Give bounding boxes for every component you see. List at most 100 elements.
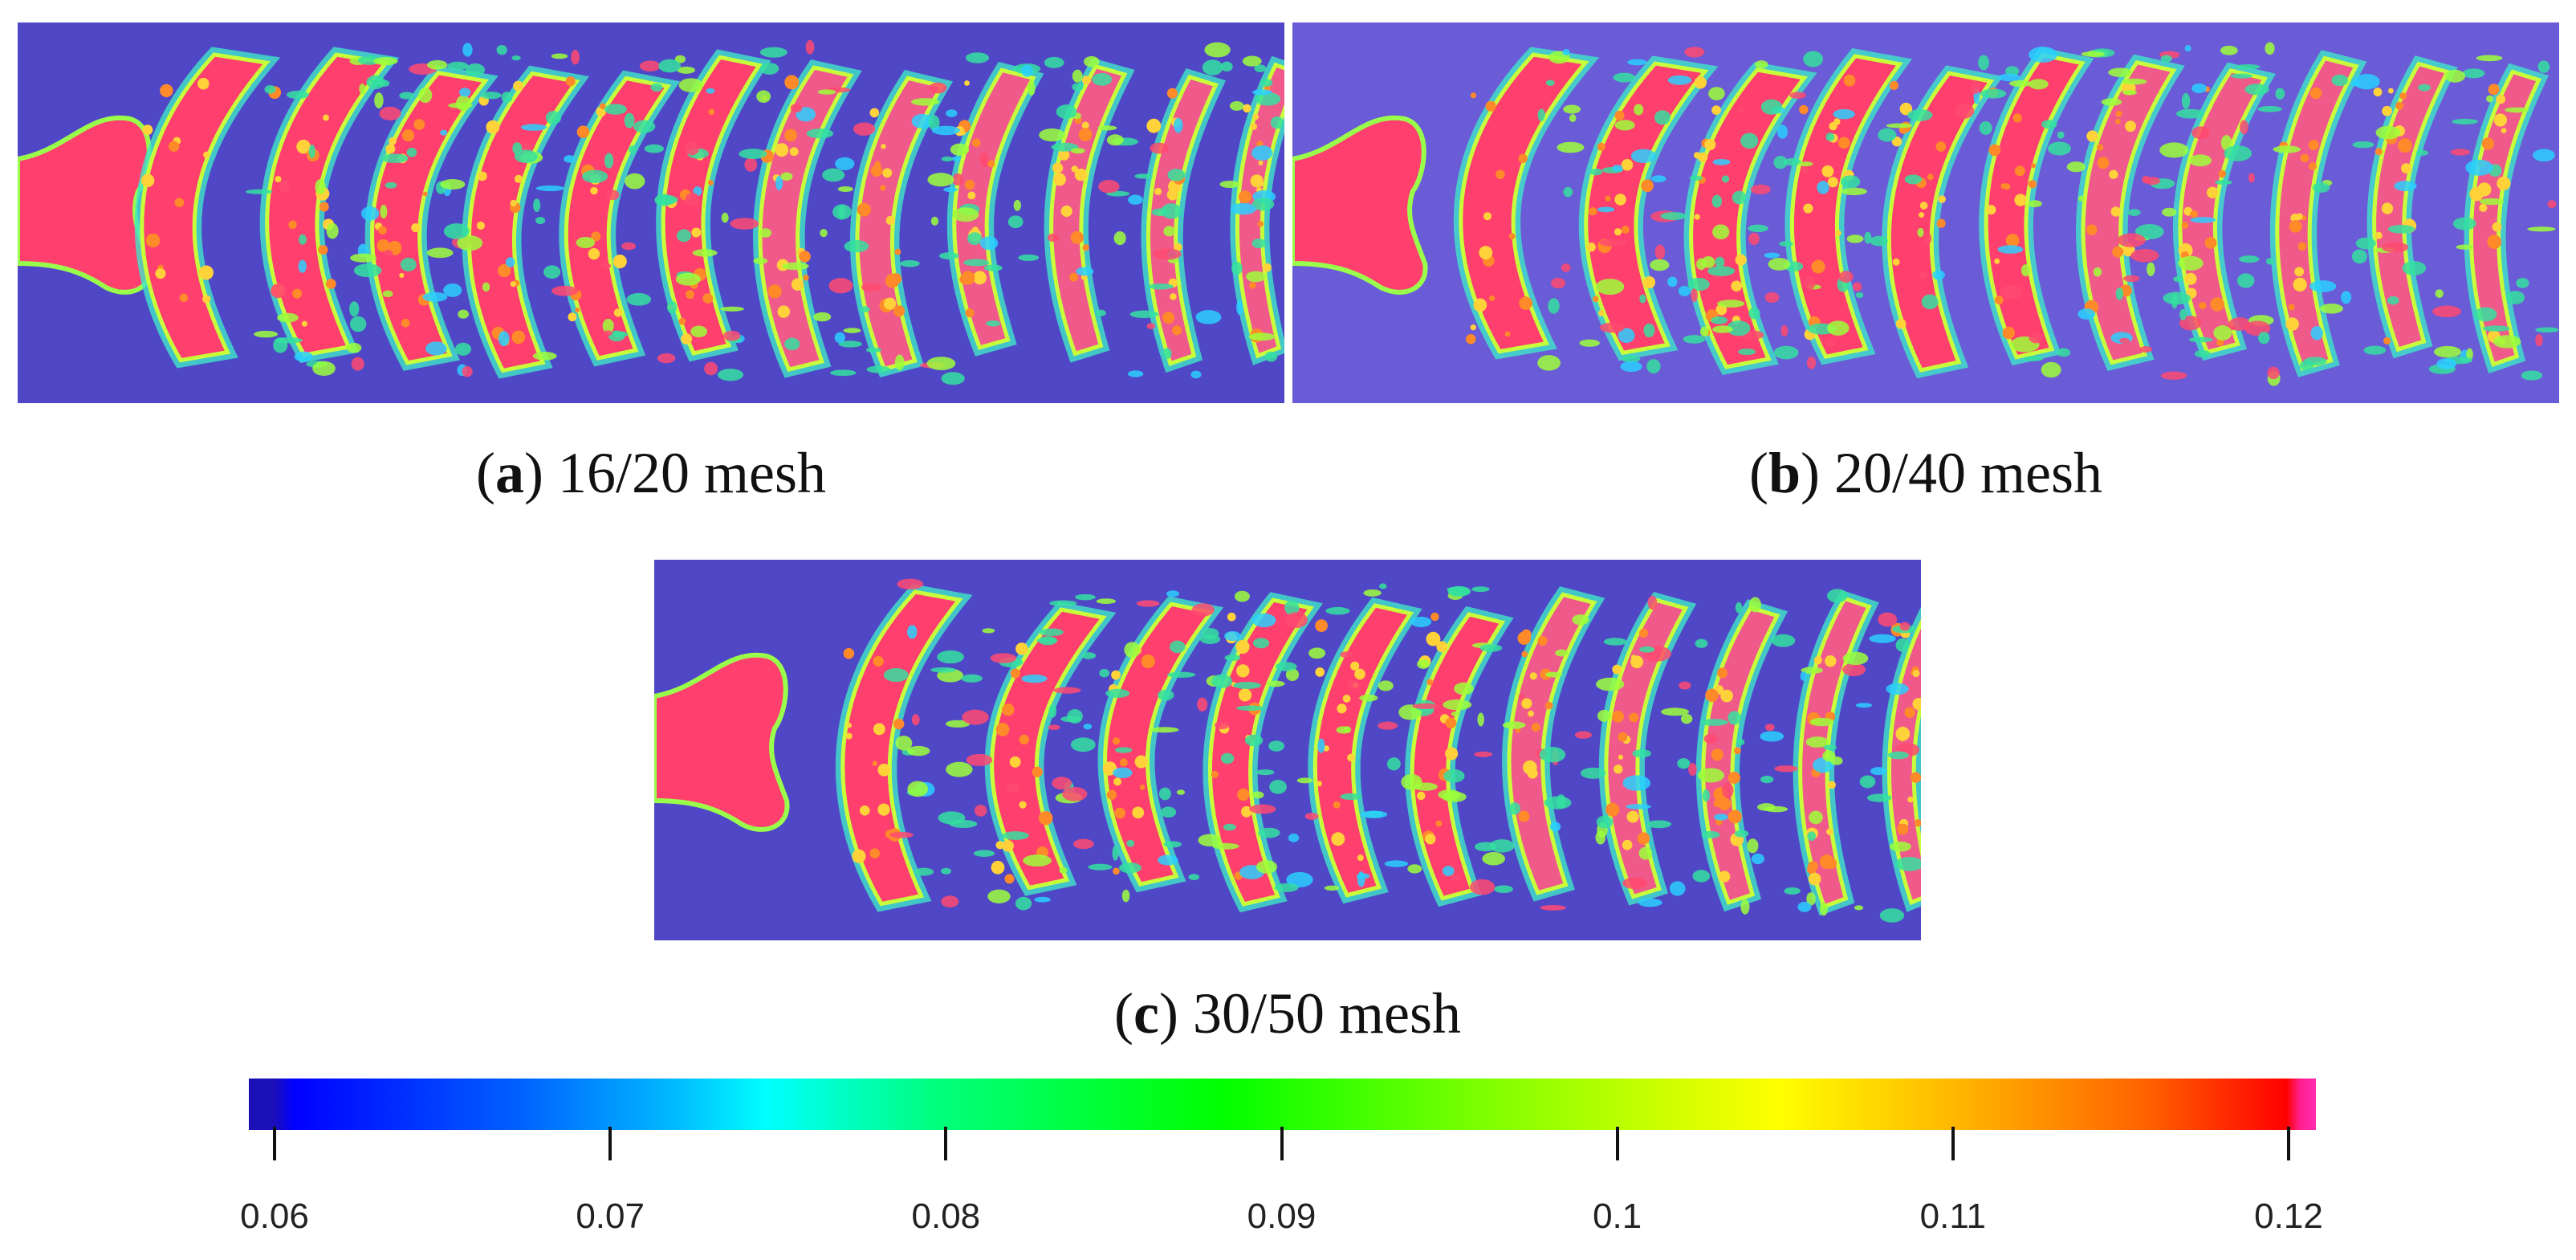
- scattered-particles: [2122, 78, 2147, 85]
- scattered-particles: [1699, 326, 1709, 337]
- scattered-particles: [1336, 726, 1351, 734]
- scattered-particles: [1284, 600, 1300, 616]
- scattered-particles: [2351, 80, 2361, 88]
- scattered-particles: [2465, 159, 2493, 176]
- concentration-speck: [399, 272, 405, 278]
- concentration-speck: [1808, 872, 1821, 886]
- scattered-particles: [1379, 583, 1387, 589]
- concentration-speck: [2115, 118, 2121, 124]
- scattered-particles: [1378, 680, 1394, 691]
- concentration-speck: [1605, 802, 1620, 817]
- concentration-speck: [964, 80, 970, 86]
- scattered-particles: [535, 185, 565, 191]
- concentration-speck: [2496, 94, 2506, 104]
- scattered-particles: [806, 128, 834, 139]
- scattered-particles: [775, 175, 783, 190]
- scattered-particles: [946, 109, 958, 117]
- scattered-particles: [817, 89, 836, 95]
- scattered-particles: [1801, 165, 1809, 174]
- concentration-speck: [1053, 173, 1066, 186]
- scattered-particles: [1639, 646, 1655, 653]
- scattered-particles: [2077, 308, 2096, 320]
- scattered-particles: [440, 178, 466, 190]
- concentration-speck: [1614, 194, 1626, 206]
- concentration-speck: [1828, 781, 1836, 789]
- concentration-speck: [1166, 88, 1178, 99]
- scattered-particles: [1021, 64, 1033, 77]
- concentration-speck: [708, 108, 715, 116]
- scattered-particles: [1378, 721, 1398, 730]
- scattered-particles: [1638, 898, 1662, 907]
- concentration-speck: [476, 221, 485, 230]
- scattered-particles: [604, 153, 614, 169]
- scattered-particles: [312, 361, 336, 377]
- scattered-particles: [730, 218, 759, 230]
- concentration-speck: [784, 128, 797, 142]
- scattered-particles: [1285, 668, 1300, 682]
- concentration-speck: [1614, 228, 1622, 236]
- scattered-particles: [780, 172, 793, 181]
- scattered-particles: [427, 59, 448, 70]
- concentration-speck: [1070, 230, 1084, 244]
- scattered-particles: [1820, 902, 1828, 916]
- concentration-speck: [1347, 753, 1356, 762]
- concentration-speck: [1436, 641, 1448, 653]
- scattered-particles: [2505, 107, 2529, 113]
- scattered-particles: [931, 125, 960, 136]
- concentration-speck: [1986, 205, 1996, 215]
- scattered-particles: [1286, 871, 1313, 887]
- scattered-particles: [2351, 249, 2367, 264]
- concentration-speck: [1172, 325, 1182, 336]
- scattered-particles: [1229, 100, 1244, 111]
- scattered-particles: [2521, 370, 2543, 381]
- scattered-particles: [1773, 345, 1799, 360]
- concentration-speck: [870, 165, 883, 177]
- concentration-speck: [1249, 282, 1256, 289]
- scattered-particles: [2320, 304, 2343, 314]
- scattered-particles: [1807, 831, 1817, 842]
- scattered-particles: [1864, 231, 1872, 244]
- concentration-speck: [385, 144, 396, 154]
- concentration-speck: [1927, 173, 1934, 181]
- scattered-particles: [2122, 275, 2140, 283]
- scattered-particles: [1622, 877, 1648, 890]
- scattered-particles: [1997, 245, 2024, 254]
- scattered-particles: [830, 369, 857, 377]
- scattered-particles: [951, 156, 960, 161]
- scattered-particles: [1708, 87, 1725, 100]
- scattered-particles: [1251, 89, 1272, 96]
- concentration-speck: [513, 80, 523, 92]
- scattered-particles: [254, 330, 279, 338]
- scattered-particles: [2363, 345, 2387, 355]
- particle-band: [2081, 59, 2177, 365]
- scattered-particles: [1451, 711, 1460, 716]
- scattered-particles: [1347, 680, 1358, 690]
- scattered-particles: [1838, 271, 1854, 283]
- concentration-speck: [2387, 88, 2394, 94]
- scattered-particles: [1823, 744, 1837, 751]
- concentration-speck: [2469, 186, 2484, 202]
- scattered-particles: [1771, 634, 1796, 647]
- concentration-speck: [1693, 152, 1701, 159]
- caption-c-letter: c: [1133, 981, 1159, 1046]
- concentration-speck: [1642, 276, 1656, 289]
- concentration-speck: [1002, 840, 1014, 852]
- concentration-speck: [1899, 102, 1913, 116]
- scattered-particles: [361, 206, 380, 221]
- scattered-particles: [753, 257, 768, 264]
- scattered-particles: [1597, 206, 1615, 213]
- concentration-speck: [1593, 296, 1599, 303]
- scattered-particles: [625, 173, 645, 190]
- concentration-speck: [2000, 183, 2007, 190]
- scattered-particles: [1502, 721, 1526, 729]
- scattered-particles: [889, 831, 914, 838]
- scattered-particles: [1562, 48, 1570, 55]
- concentration-speck: [1895, 318, 1907, 329]
- concentration-speck: [1605, 195, 1611, 202]
- concentration-speck: [1612, 710, 1625, 723]
- scattered-particles: [1715, 256, 1725, 267]
- scattered-particles: [2108, 67, 2133, 77]
- scattered-particles: [675, 272, 701, 286]
- concentration-speck: [1496, 169, 1505, 180]
- scattered-particles: [1023, 854, 1052, 867]
